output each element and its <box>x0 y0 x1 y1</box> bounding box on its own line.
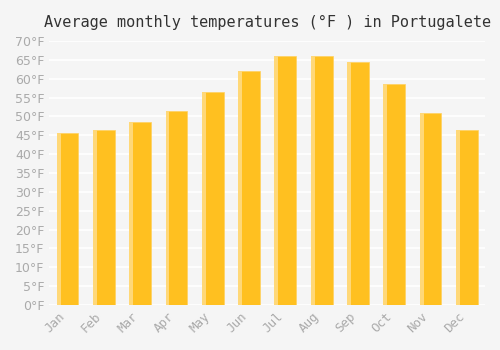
Bar <box>129 122 133 305</box>
Bar <box>93 130 97 305</box>
Bar <box>347 62 369 305</box>
Bar <box>420 113 424 305</box>
Bar <box>202 92 206 305</box>
Bar <box>384 84 388 305</box>
Bar <box>310 56 314 305</box>
Bar <box>166 111 188 305</box>
Bar <box>238 71 242 305</box>
Bar <box>202 92 224 305</box>
Bar <box>56 133 60 305</box>
Bar <box>56 133 78 305</box>
Bar <box>93 130 114 305</box>
Bar <box>129 122 151 305</box>
Bar <box>384 84 405 305</box>
Bar <box>238 71 260 305</box>
Bar <box>456 130 460 305</box>
Bar <box>166 111 170 305</box>
Bar <box>274 56 278 305</box>
Bar <box>310 56 332 305</box>
Bar <box>420 113 442 305</box>
Bar <box>347 62 351 305</box>
Title: Average monthly temperatures (°F ) in Portugalete: Average monthly temperatures (°F ) in Po… <box>44 15 490 30</box>
Bar <box>274 56 296 305</box>
Bar <box>456 130 477 305</box>
